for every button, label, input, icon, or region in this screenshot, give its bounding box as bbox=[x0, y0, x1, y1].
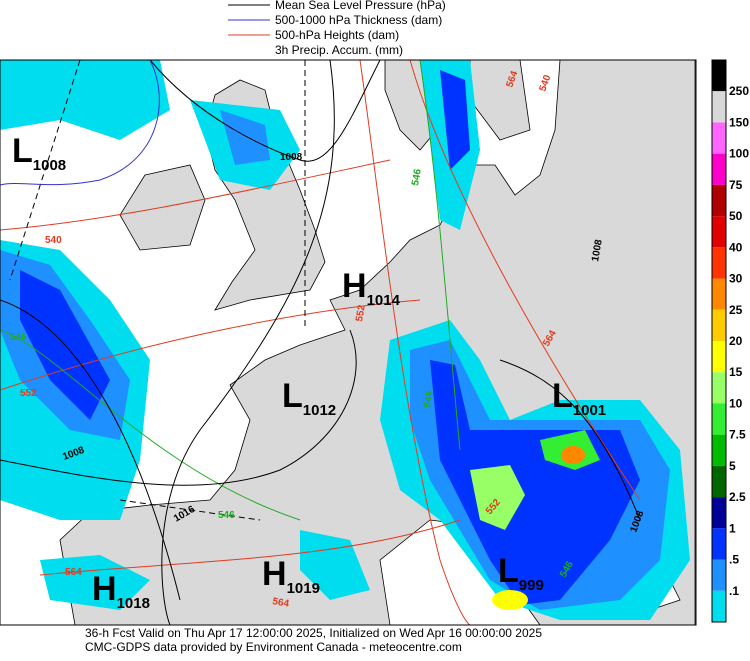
center-pressure: 1008 bbox=[33, 157, 66, 174]
contour-label: 564 bbox=[65, 567, 82, 578]
center-kind: H bbox=[262, 555, 287, 593]
contour-label: 546 bbox=[10, 332, 27, 343]
footer-line: CMC-GDPS data provided by Environment Ca… bbox=[85, 640, 462, 654]
contours bbox=[0, 59, 641, 626]
legend-label: 500-1000 hPa Thickness (dam) bbox=[275, 13, 442, 27]
colorbar-segment bbox=[712, 278, 726, 310]
colorbar-label: 1 bbox=[729, 521, 736, 535]
colorbar-segment bbox=[712, 309, 726, 341]
colorbar-label: 75 bbox=[729, 178, 743, 192]
colorbar-label: 30 bbox=[729, 272, 743, 286]
colorbar-label: 10 bbox=[729, 396, 743, 410]
colorbar-segment bbox=[712, 528, 726, 560]
legend-label: Mean Sea Level Pressure (hPa) bbox=[275, 0, 446, 12]
colorbar-label: 2.5 bbox=[729, 490, 746, 504]
colorbar-label: 25 bbox=[729, 303, 743, 317]
map-frame bbox=[0, 59, 697, 626]
pressure-center: H1018 bbox=[92, 570, 150, 612]
pressure-center: L999 bbox=[498, 552, 544, 594]
colorbar-label: .5 bbox=[729, 553, 739, 567]
center-pressure: 1014 bbox=[367, 292, 401, 309]
colorbar-label: 5 bbox=[729, 459, 736, 473]
colorbar-label: 250 bbox=[729, 84, 749, 98]
contour-label: 540 bbox=[45, 235, 62, 246]
colorbar-segment bbox=[712, 559, 726, 591]
legend-label: 500-hPa Heights (dam) bbox=[275, 28, 399, 42]
contour-label: 564 bbox=[271, 596, 290, 610]
center-kind: H bbox=[92, 570, 117, 608]
colorbar: 250 150 100 75 50 40 30 25 20 15 10 7.5 5 2.5 1 .5 .1 bbox=[711, 59, 749, 623]
contour-label: 552 bbox=[20, 388, 37, 399]
colorbar-segment bbox=[712, 497, 726, 529]
colorbar-label: 150 bbox=[729, 115, 749, 129]
pressure-center: L1001 bbox=[552, 377, 606, 419]
colorbar-segment bbox=[712, 403, 726, 435]
precipitation bbox=[0, 60, 690, 620]
pressure-center: H1014 bbox=[342, 267, 401, 309]
center-pressure: 1012 bbox=[303, 402, 336, 419]
colorbar-segment bbox=[712, 341, 726, 373]
colorbar-segment bbox=[712, 372, 726, 404]
colorbar-label: 40 bbox=[729, 240, 743, 254]
colorbar-label: 15 bbox=[729, 365, 743, 379]
colorbar-segment bbox=[712, 216, 726, 248]
pressure-center: H1019 bbox=[262, 555, 320, 597]
center-pressure: 1019 bbox=[287, 580, 320, 597]
colorbar-label: .1 bbox=[729, 584, 739, 598]
pressure-center: L1012 bbox=[282, 377, 336, 419]
legend: Mean Sea Level Pressure (hPa)500-1000 hP… bbox=[228, 0, 446, 57]
center-kind: L bbox=[498, 552, 519, 590]
colorbar-frame bbox=[711, 59, 727, 623]
center-pressure: 999 bbox=[519, 577, 544, 594]
colorbar-label: 100 bbox=[729, 147, 749, 161]
center-kind: H bbox=[342, 267, 367, 305]
colorbar-segment bbox=[712, 122, 726, 154]
contour-label: 546 bbox=[218, 510, 235, 521]
colorbar-segment bbox=[712, 590, 726, 622]
colorbar-segment bbox=[712, 247, 726, 279]
center-pressure: 1001 bbox=[573, 402, 606, 419]
colorbar-label: 50 bbox=[729, 209, 743, 223]
contour-label: 1008 bbox=[590, 238, 605, 262]
colorbar-label: 7.5 bbox=[729, 428, 746, 442]
contour-label: 546 bbox=[422, 390, 436, 409]
center-kind: L bbox=[282, 377, 303, 415]
colorbar-segment bbox=[712, 465, 726, 498]
pressure-center: L1008 bbox=[12, 132, 66, 174]
contour-label: 546 bbox=[410, 168, 424, 187]
colorbar-label: 20 bbox=[729, 334, 743, 348]
footer-line: 36-h Fcst Valid on Thu Apr 17 12:00:00 2… bbox=[85, 626, 542, 640]
colorbar-segment bbox=[712, 434, 726, 466]
center-kind: L bbox=[12, 132, 33, 170]
contour-label: 552 bbox=[354, 304, 368, 323]
legend-label: 3h Precip. Accum. (mm) bbox=[275, 43, 403, 57]
colorbar-segment bbox=[712, 60, 726, 92]
colorbar-segment bbox=[712, 153, 726, 185]
colorbar-segment bbox=[712, 91, 726, 123]
center-kind: L bbox=[552, 377, 573, 415]
colorbar-segment bbox=[712, 184, 726, 217]
center-pressure: 1018 bbox=[117, 595, 150, 612]
footer: 36-h Fcst Valid on Thu Apr 17 12:00:00 2… bbox=[85, 626, 542, 654]
contour-label: 1008 bbox=[280, 152, 303, 163]
